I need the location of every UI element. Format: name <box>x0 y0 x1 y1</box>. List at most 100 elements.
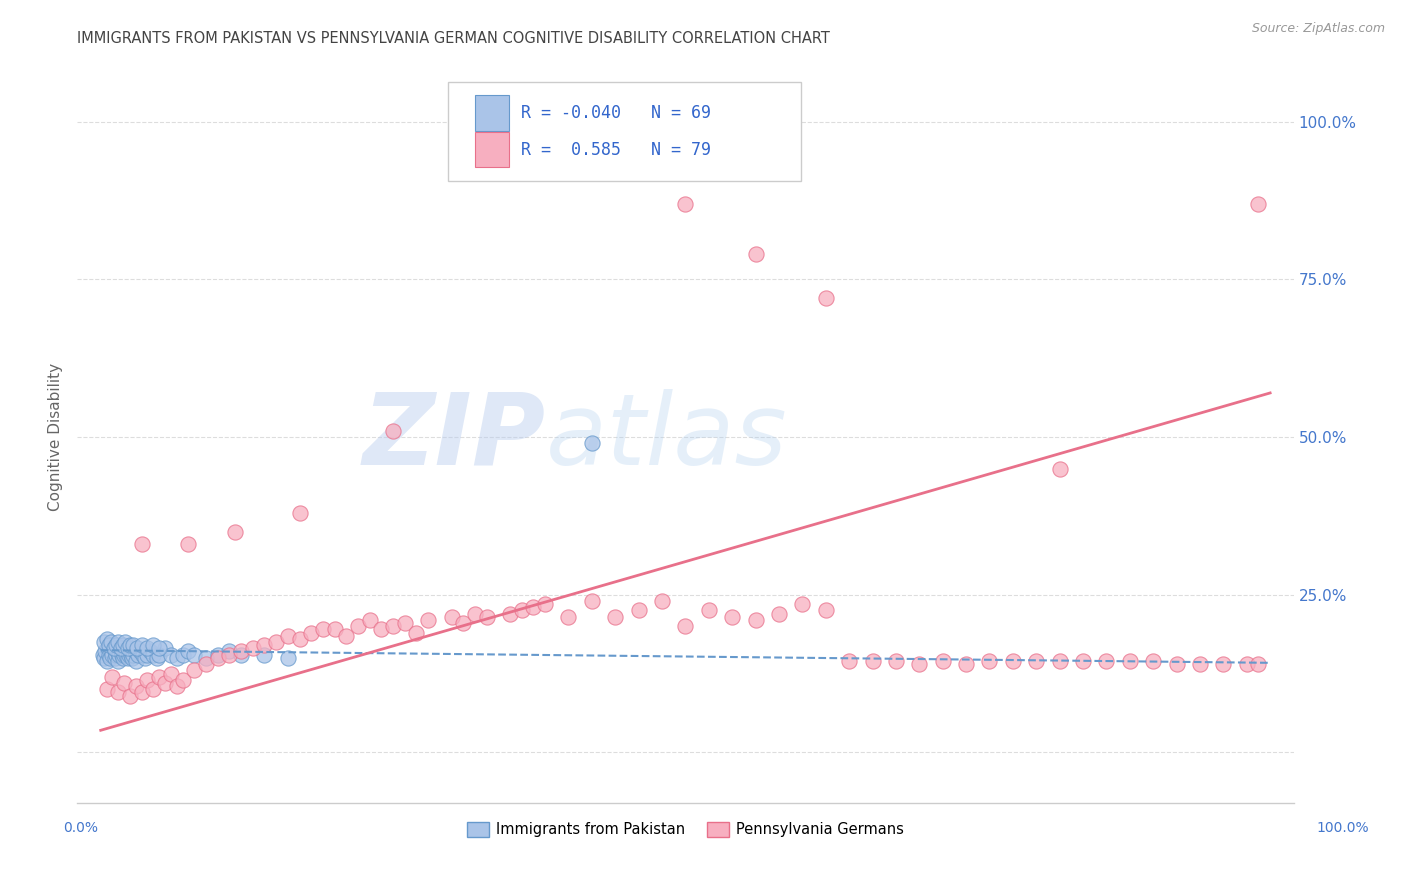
Point <box>166 679 188 693</box>
Point <box>110 644 132 658</box>
Point <box>418 613 440 627</box>
Point <box>627 603 650 617</box>
Point <box>96 654 118 668</box>
Text: Source: ZipAtlas.com: Source: ZipAtlas.com <box>1251 22 1385 36</box>
Text: ZIP: ZIP <box>363 389 546 485</box>
Point <box>347 619 370 633</box>
Point <box>118 648 141 662</box>
Point <box>194 650 217 665</box>
Point <box>1119 654 1142 668</box>
Point <box>129 644 152 658</box>
Point <box>108 648 131 662</box>
Point <box>103 641 125 656</box>
Point <box>107 654 129 668</box>
Point <box>955 657 977 671</box>
Point <box>104 648 127 662</box>
Point <box>253 638 276 652</box>
Point <box>148 648 170 662</box>
Point <box>218 648 240 662</box>
Point <box>451 616 474 631</box>
Point <box>581 594 603 608</box>
Point <box>146 650 169 665</box>
Point <box>264 635 287 649</box>
Point <box>605 609 627 624</box>
Point <box>838 654 860 668</box>
Point <box>94 644 117 658</box>
Point <box>107 685 129 699</box>
Point <box>104 638 127 652</box>
Point <box>194 657 217 671</box>
Point <box>117 650 139 665</box>
Point <box>229 644 252 658</box>
Point <box>125 641 148 656</box>
Point <box>153 676 176 690</box>
Point <box>277 650 299 665</box>
Point <box>1049 654 1071 668</box>
Point <box>111 648 134 662</box>
Point <box>1212 657 1234 671</box>
FancyBboxPatch shape <box>449 82 801 181</box>
Point <box>229 648 252 662</box>
Point <box>675 196 697 211</box>
Point <box>105 644 128 658</box>
Point <box>107 635 129 649</box>
Point <box>862 654 884 668</box>
Point <box>218 644 240 658</box>
Point <box>103 641 125 656</box>
Legend: Immigrants from Pakistan, Pennsylvania Germans: Immigrants from Pakistan, Pennsylvania G… <box>461 816 910 843</box>
Point <box>139 644 162 658</box>
Point <box>177 644 200 658</box>
Point <box>142 648 165 662</box>
Point <box>299 625 322 640</box>
Point <box>979 654 1001 668</box>
Y-axis label: Cognitive Disability: Cognitive Disability <box>48 363 63 511</box>
Point <box>288 506 311 520</box>
Point <box>224 524 246 539</box>
Point <box>242 641 264 656</box>
Point <box>464 607 486 621</box>
Point <box>908 657 931 671</box>
Point <box>323 623 346 637</box>
Point <box>522 600 544 615</box>
Point <box>1025 654 1047 668</box>
Point <box>101 670 124 684</box>
Point <box>136 641 159 656</box>
Point <box>744 247 766 261</box>
Point <box>744 613 766 627</box>
Point <box>117 641 139 656</box>
Point <box>124 644 146 658</box>
Text: 0.0%: 0.0% <box>63 821 97 835</box>
Point <box>183 648 205 662</box>
Point <box>131 638 153 652</box>
Point <box>122 638 145 652</box>
Point <box>814 603 837 617</box>
Point <box>112 648 135 662</box>
Point <box>132 648 155 662</box>
Point <box>207 648 229 662</box>
Point <box>534 597 557 611</box>
Point <box>475 609 498 624</box>
Point <box>768 607 790 621</box>
Point <box>1166 657 1188 671</box>
Point <box>814 291 837 305</box>
Point <box>792 597 814 611</box>
Point <box>166 650 188 665</box>
Point <box>651 594 673 608</box>
Point <box>160 666 183 681</box>
Point <box>122 648 145 662</box>
Point <box>121 650 143 665</box>
Point <box>111 638 134 652</box>
Point <box>697 603 720 617</box>
Point <box>127 648 149 662</box>
Text: IMMIGRANTS FROM PAKISTAN VS PENNSYLVANIA GERMAN COGNITIVE DISABILITY CORRELATION: IMMIGRANTS FROM PAKISTAN VS PENNSYLVANIA… <box>77 31 830 46</box>
Point <box>142 638 165 652</box>
Point <box>148 670 170 684</box>
Point <box>125 679 148 693</box>
Text: 100.0%: 100.0% <box>1316 821 1369 835</box>
Point <box>1001 654 1024 668</box>
Point <box>172 648 194 662</box>
Point <box>1142 654 1164 668</box>
Point <box>721 609 744 624</box>
Point <box>134 650 156 665</box>
Point <box>335 629 357 643</box>
